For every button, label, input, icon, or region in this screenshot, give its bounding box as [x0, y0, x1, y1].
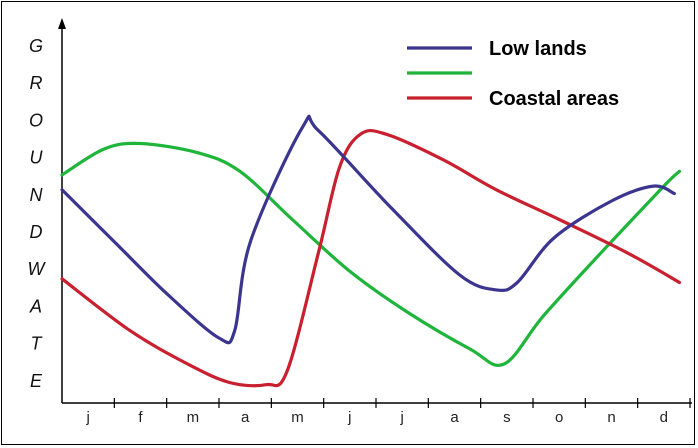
x-tick-label: j — [399, 409, 403, 426]
y-axis-letter: T — [31, 334, 44, 354]
y-axis-letter: D — [30, 222, 43, 242]
coastal-areas-line — [60, 128, 682, 388]
x-tick-label: m — [187, 409, 200, 426]
x-tick-label: j — [85, 409, 89, 426]
y-axis-letter: R — [30, 73, 43, 93]
x-tick-label: s — [503, 409, 511, 426]
legend-label-low-lands: Low lands — [489, 38, 587, 60]
x-tick-label: n — [607, 409, 615, 426]
low-lands-line — [60, 114, 676, 345]
y-axis-letter: U — [30, 148, 44, 168]
series-lines — [60, 114, 682, 388]
y-axis-letter: N — [30, 185, 44, 205]
x-tick-label: m — [291, 409, 304, 426]
x-tick-label: j — [347, 409, 351, 426]
x-tick-label: d — [660, 409, 668, 426]
y-axis-letter: W — [28, 259, 47, 279]
y-axis-letter: O — [29, 110, 43, 130]
y-axis-letter: E — [30, 371, 43, 391]
y-axis-letter: A — [29, 296, 42, 316]
series-2-line — [60, 141, 682, 367]
y-axis-arrow — [58, 18, 66, 29]
x-tick-label: o — [555, 409, 563, 426]
legend: Low lands Coastal areas — [407, 38, 619, 110]
legend-label-coastal-areas: Coastal areas — [489, 88, 619, 110]
y-axis-letter: G — [29, 36, 43, 56]
x-tick-label: a — [450, 409, 459, 426]
x-tick-label: a — [241, 409, 250, 426]
x-tick-label: f — [138, 409, 143, 426]
